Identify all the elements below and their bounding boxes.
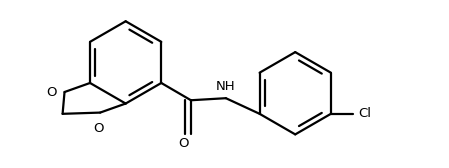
Text: O: O [178, 137, 189, 150]
Text: Cl: Cl [358, 107, 371, 120]
Text: O: O [93, 122, 103, 135]
Text: NH: NH [216, 80, 236, 93]
Text: O: O [47, 86, 57, 98]
